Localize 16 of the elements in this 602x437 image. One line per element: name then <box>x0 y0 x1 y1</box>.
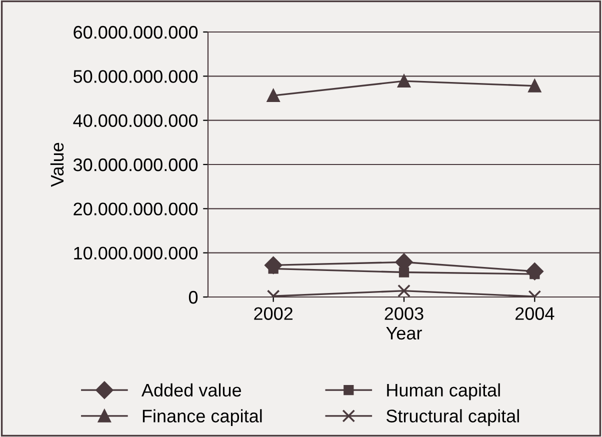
y-tick-label: 40.000.000.000 <box>73 114 198 128</box>
legend-label: Finance capital <box>142 409 262 426</box>
x-tick-label: 2004 <box>515 307 554 320</box>
legend-label: Structural capital <box>386 409 519 426</box>
y-tick-label: 50.000.000.000 <box>74 70 198 83</box>
x-tick-label: 2002 <box>254 307 293 320</box>
y-tick-label: 20.000.000.000 <box>74 202 198 216</box>
y-tick-label: 10.000.000.000 <box>74 246 198 260</box>
y-axis-title: Value <box>50 142 64 187</box>
y-tick-label: 60.000.000.000 <box>74 26 198 39</box>
legend-label: Human capital <box>387 383 500 400</box>
x-tick-label: 2003 <box>384 307 424 320</box>
y-tick-label: 30.000.000.000 <box>73 158 198 172</box>
y-tick-label: 0 <box>188 290 198 304</box>
x-axis-title: Year <box>386 326 422 340</box>
legend-label: Added value <box>141 383 242 397</box>
